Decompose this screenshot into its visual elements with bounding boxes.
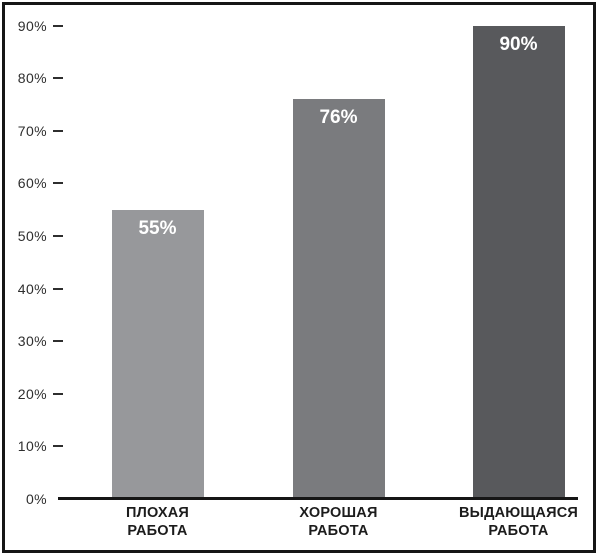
category-label: ПЛОХАЯ РАБОТА: [73, 504, 243, 540]
y-tick-dash: [53, 24, 63, 27]
y-tick-label: 80%: [17, 70, 47, 87]
y-tick-dash: [53, 129, 63, 132]
bar: 55%: [111, 209, 204, 499]
y-tick-label: 40%: [17, 280, 47, 297]
bar-value-label: 55%: [138, 217, 177, 239]
y-tick-label: 10%: [17, 438, 47, 455]
category-label-line: ПЛОХАЯ: [125, 505, 190, 521]
x-axis-line: [58, 497, 578, 500]
category-label: ВЫДАЮЩАЯСЯ РАБОТА: [434, 504, 600, 540]
category-label-line: ХОРОШАЯ: [299, 505, 378, 521]
bar: 90%: [472, 25, 565, 499]
category-label-line: ВЫДАЮЩАЯСЯ: [459, 505, 578, 521]
y-tick-dash: [53, 287, 63, 290]
bar-value-label: 76%: [319, 107, 358, 129]
y-tick-label: 50%: [17, 228, 47, 244]
bar-value-label: 90%: [499, 33, 538, 55]
category-label-line: РАБОТА: [488, 523, 549, 539]
y-tick-label: 0%: [25, 491, 47, 507]
bar: 76%: [292, 99, 385, 499]
y-tick-dash: [53, 182, 63, 185]
y-tick-dash: [53, 392, 63, 395]
y-tick-label: 60%: [17, 175, 47, 192]
y-tick-dash: [53, 235, 63, 237]
y-tick-dash: [53, 445, 63, 448]
y-tick-label: 90%: [17, 17, 47, 34]
category-label: ХОРОШАЯ РАБОТА: [254, 504, 424, 540]
y-tick-dash: [53, 77, 63, 80]
category-label-line: РАБОТА: [308, 523, 369, 539]
category-label-line: РАБОТА: [127, 523, 188, 539]
y-tick-label: 30%: [17, 333, 47, 350]
y-tick-dash: [53, 340, 63, 343]
y-tick-label: 20%: [17, 385, 47, 402]
y-tick-label: 70%: [17, 122, 47, 139]
chart-border-frame: [2, 2, 596, 553]
